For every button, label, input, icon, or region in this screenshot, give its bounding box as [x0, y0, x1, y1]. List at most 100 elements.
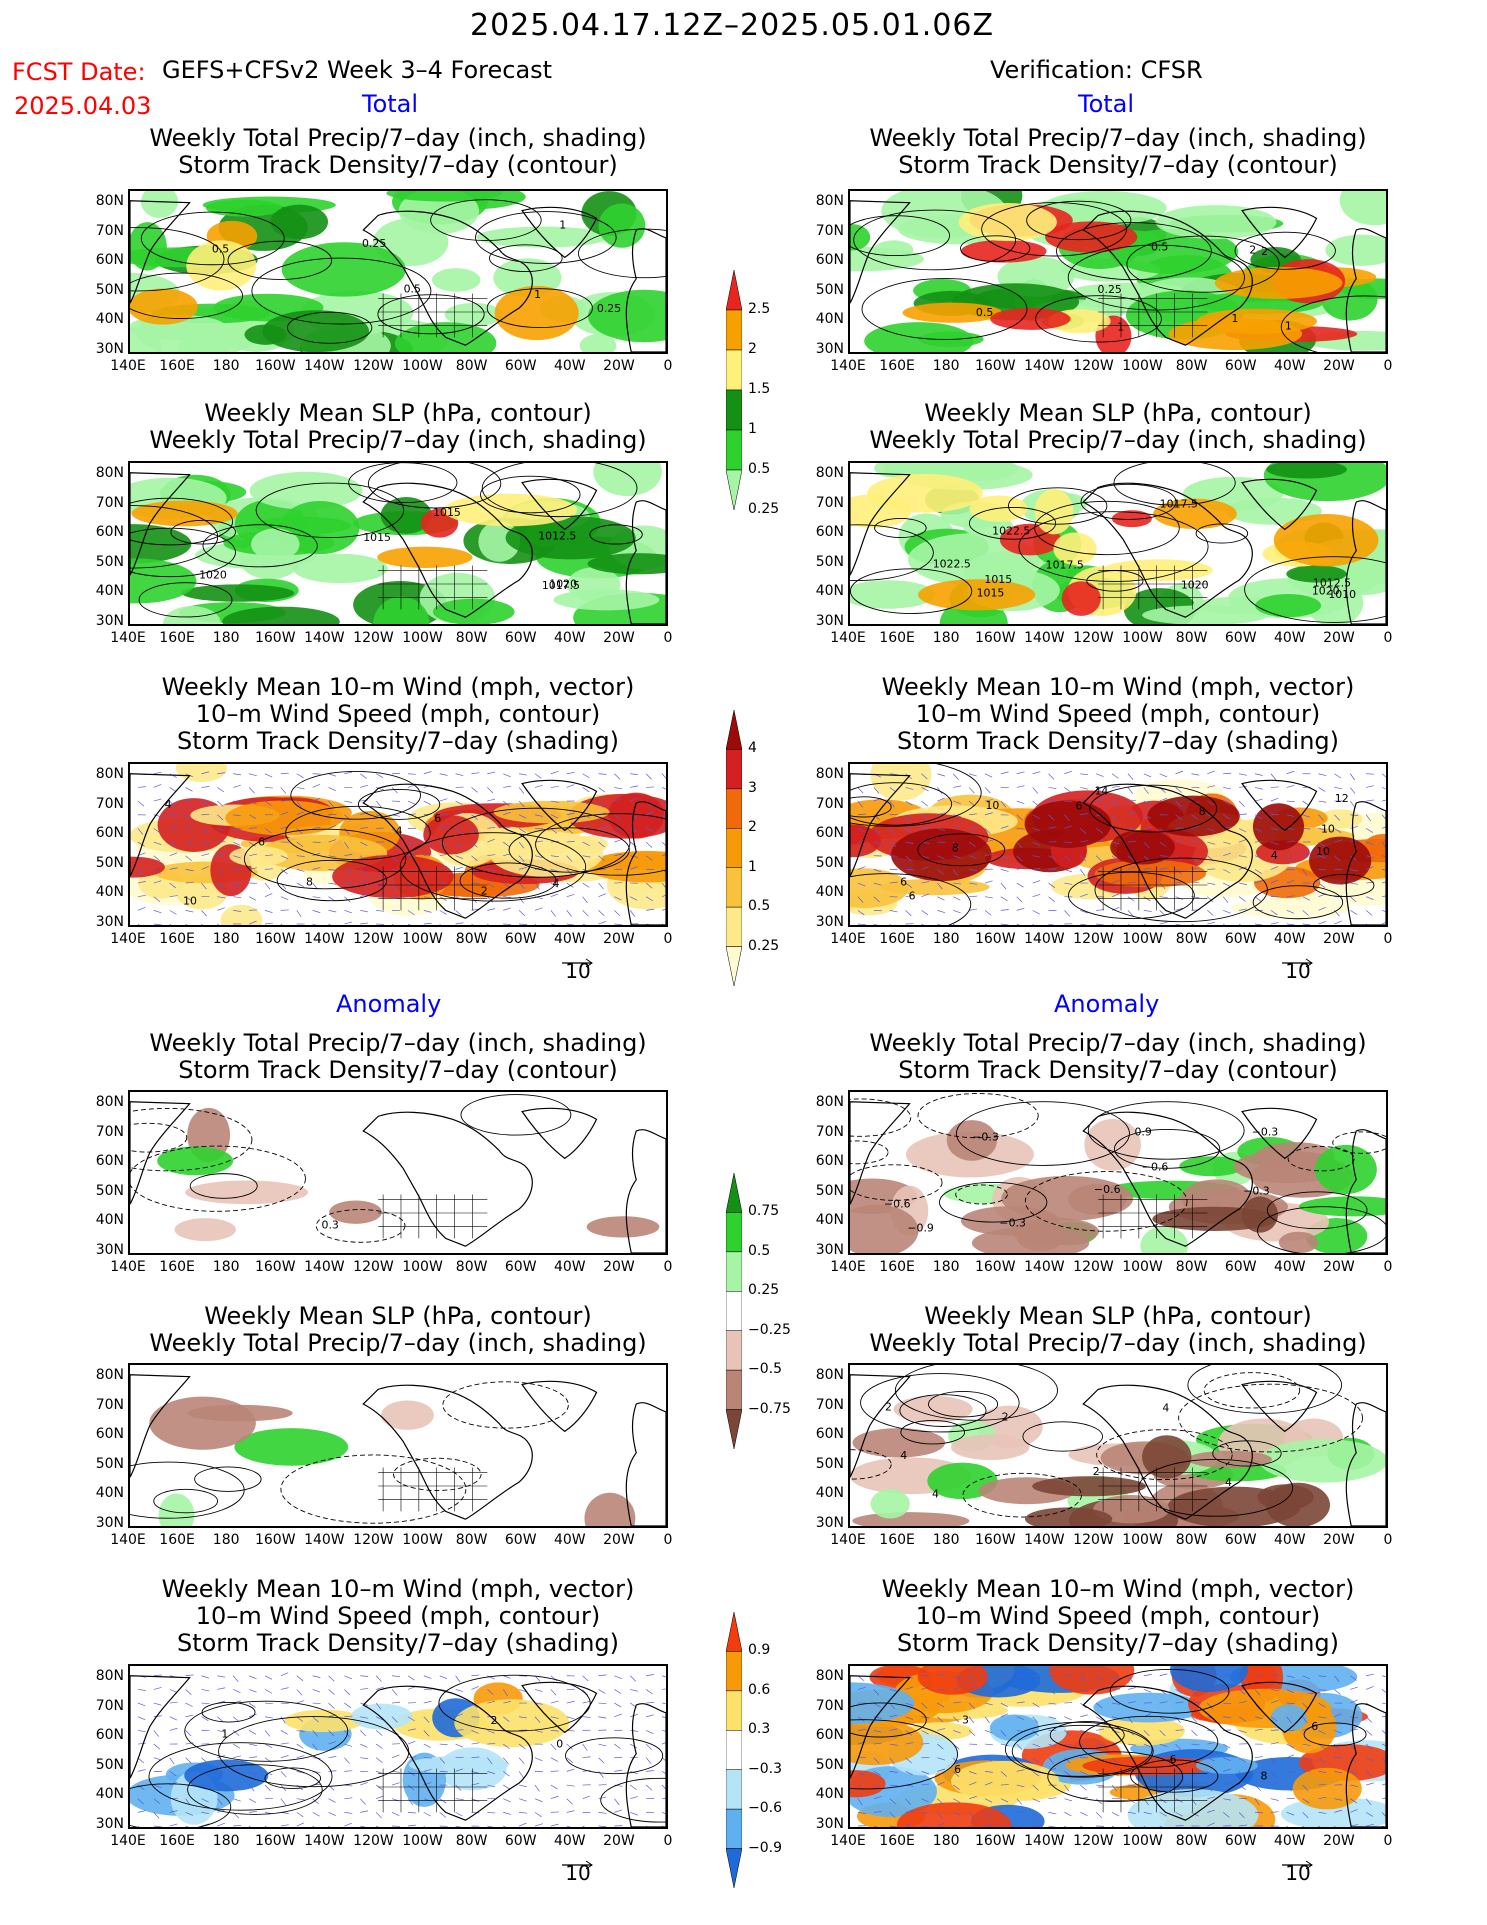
colorbar-label: 2	[748, 819, 757, 836]
panel-title-line: Weekly Mean SLP (hPa, contour)	[924, 399, 1312, 427]
contour-label: 8	[306, 875, 313, 888]
colorbar-segment	[725, 1690, 743, 1731]
lon-tick-label: 140W	[304, 1259, 345, 1275]
colorbar-segment	[725, 1651, 743, 1692]
lon-tick-label: 140E	[110, 630, 146, 646]
colorbar-label: 4	[748, 740, 757, 757]
lon-tick-label: 140E	[110, 358, 146, 374]
contour-label: 2	[1093, 1465, 1100, 1478]
lat-tick-label: 70N	[815, 1697, 844, 1714]
lon-tick-label: 160E	[879, 1532, 915, 1548]
verification-label: Verification: CFSR	[990, 56, 1203, 84]
lon-tick-label: 80W	[1175, 1833, 1208, 1849]
map-panel-p7: 0.3	[128, 1090, 668, 1255]
lon-tick-label: 100W	[1122, 1532, 1163, 1548]
contour-label: 1017.5	[1160, 498, 1198, 511]
colorbar-segment	[725, 1611, 743, 1652]
lon-tick-label: 160W	[974, 1532, 1016, 1548]
panel-title-line: 10–m Wind Speed (mph, contour)	[195, 700, 601, 728]
lat-tick-label: 30N	[815, 1241, 844, 1258]
lon-tick-label: 60W	[504, 1833, 537, 1849]
lon-tick-label: 0	[663, 1532, 673, 1548]
lon-tick-label: 80W	[1175, 630, 1208, 646]
lon-tick-label: 0	[663, 931, 673, 947]
lat-tick-label: 80N	[95, 193, 124, 209]
lon-tick-label: 20W	[603, 1532, 635, 1548]
lon-tick-label: 140W	[304, 1532, 345, 1548]
lat-tick-label: 40N	[95, 311, 124, 327]
lat-tick-label: 60N	[815, 1426, 844, 1442]
colorbar-label: 0.3	[748, 1721, 771, 1738]
lon-tick-label: 160W	[974, 630, 1016, 646]
map-canvas: 4 4 2 8 4 6 6 10	[130, 764, 666, 925]
lon-tick-label: 140W	[1024, 1532, 1065, 1548]
lon-tick-label: 160W	[254, 931, 296, 947]
map-panel-p9	[128, 1363, 668, 1528]
lat-tick-label: 40N	[815, 311, 844, 327]
lon-tick-label: 140E	[830, 1532, 866, 1548]
map-panel-p10: 2 4 2 4 4 2 4	[848, 1363, 1388, 1528]
panel-title-line: Weekly Total Precip/7–day (inch, shading…	[869, 1329, 1367, 1357]
storm-total-colorbar	[725, 709, 743, 987]
lon-tick-label: 140E	[110, 1532, 146, 1548]
lon-tick-label: 180	[212, 931, 240, 947]
lat-tick-label: 50N	[815, 1455, 844, 1472]
lat-tick-label: 80N	[815, 1668, 844, 1684]
lat-tick-label: 30N	[815, 1514, 844, 1531]
lon-tick-label: 0	[1383, 1532, 1393, 1548]
colorbar-label: 0.5	[748, 898, 771, 915]
section-anomaly-left: Anomaly	[336, 990, 442, 1018]
contour-label: 1012.5	[1313, 577, 1351, 590]
map-panel-p3: 1015 1012.5 1020 1020 1017.5 1015	[128, 461, 668, 626]
panel-title-line: Weekly Mean SLP (hPa, contour)	[204, 399, 592, 427]
lon-tick-label: 80W	[1175, 1532, 1208, 1548]
contour-label: 6	[1311, 1720, 1318, 1733]
section-total-left: Total	[362, 90, 419, 118]
lat-tick-label: 60N	[95, 825, 124, 841]
vector-reference-label: 10	[565, 1861, 591, 1885]
lat-tick-label: 80N	[815, 1367, 844, 1383]
lon-tick-label: 100W	[1122, 358, 1163, 374]
contour-label: 1015	[363, 531, 391, 544]
lon-tick-label: 20W	[1323, 630, 1355, 646]
vector-reference-arrow	[1278, 949, 1318, 973]
lon-tick-label: 80W	[455, 1532, 488, 1548]
lon-tick-label: 0	[663, 630, 673, 646]
lon-tick-label: 140W	[1024, 931, 1065, 947]
lat-tick-label: 30N	[815, 612, 844, 629]
contour-label: 8	[1199, 805, 1206, 818]
colorbar-label: −0.6	[748, 1800, 782, 1817]
map-panel-p12: 6 6 8 3 6	[848, 1664, 1388, 1829]
colorbar-segment	[725, 867, 743, 908]
lat-tick-label: 40N	[815, 1212, 844, 1228]
lon-tick-label: 160E	[879, 1833, 915, 1849]
lat-tick-label: 60N	[95, 524, 124, 540]
lat-tick-label: 80N	[95, 1668, 124, 1684]
lat-tick-label: 30N	[815, 913, 844, 930]
contour-label: −0.3	[1243, 1185, 1270, 1198]
vector-reference-label: 10	[1285, 959, 1311, 983]
colorbar-label: 1	[748, 858, 757, 875]
vector-reference-label: 10	[565, 959, 591, 983]
fcst-date-label: FCST Date:	[12, 58, 146, 86]
lon-tick-label: 100W	[402, 358, 443, 374]
lon-tick-label: 60W	[1224, 630, 1257, 646]
panel-title-line: Storm Track Density/7–day (shading)	[896, 1629, 1340, 1657]
lon-tick-label: 120W	[1073, 1532, 1114, 1548]
contour-label: −0.6	[1142, 1161, 1169, 1174]
colorbar-label: 0.6	[748, 1681, 771, 1698]
contour-label: 14	[1094, 784, 1108, 797]
contour-label: 10	[183, 895, 197, 908]
panel-title-line: Weekly Total Precip/7–day (inch, shading…	[869, 124, 1367, 152]
colorbar-label: 1.5	[748, 381, 771, 397]
colorbar-segment	[725, 469, 743, 511]
section-total-right: Total	[1078, 90, 1135, 118]
contour-label: 0.3	[322, 1218, 339, 1231]
colorbar-segment	[725, 1212, 743, 1253]
lon-tick-label: 120W	[1073, 931, 1114, 947]
lon-tick-label: 100W	[402, 931, 443, 947]
panel-title-line: Storm Track Density/7–day (contour)	[898, 1056, 1338, 1084]
lon-tick-label: 100W	[402, 630, 443, 646]
panel-title-line: Weekly Total Precip/7–day (inch, shading…	[869, 426, 1367, 454]
colorbar-segment	[725, 1808, 743, 1849]
